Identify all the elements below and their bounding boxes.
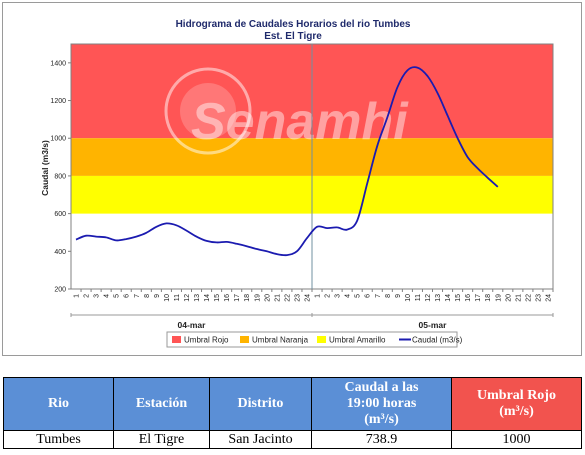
x-tick-label-11: 12 <box>184 294 191 302</box>
info-table: Rio Estación Distrito Caudal a las 19:00… <box>3 377 582 449</box>
watermark-logo: Senamhi <box>164 67 409 155</box>
x-tick-label-19: 20 <box>264 294 271 302</box>
header-caudal-line3: (m³/s) <box>364 412 399 427</box>
x-tick-label-45: 22 <box>525 294 532 302</box>
x-tick-label-28: 5 <box>355 294 362 298</box>
watermark-text: Senamhi <box>191 93 409 151</box>
legend-label-3: Caudal (m3/s) <box>412 336 463 345</box>
header-caudal-line1: Caudal a las <box>344 380 419 395</box>
cell-umbral: 1000 <box>451 430 582 449</box>
x-tick-label-44: 21 <box>515 294 522 302</box>
header-caudal-line2: 19:00 horas <box>346 396 417 411</box>
x-tick-label-32: 9 <box>395 294 402 298</box>
hydrograph-chart: Hidrograma de Caudales Horarios del rio … <box>40 19 554 348</box>
x-tick-label-14: 15 <box>214 294 221 302</box>
y-tick-label-0: 200 <box>54 287 66 294</box>
x-tick-label-41: 18 <box>485 294 492 302</box>
cell-caudal: 738.9 <box>311 430 452 449</box>
x-tick-label-23: 24 <box>304 294 311 302</box>
x-tick-label-34: 11 <box>415 294 422 301</box>
x-tick-label-26: 3 <box>335 294 342 298</box>
y-tick-label-1: 400 <box>54 249 66 256</box>
x-tick-label-30: 7 <box>375 294 382 298</box>
header-umbral-line2: (m³/s) <box>499 404 534 419</box>
x-tick-label-17: 18 <box>244 294 251 302</box>
x-tick-label-3: 4 <box>104 294 111 298</box>
x-tick-label-36: 13 <box>435 294 442 302</box>
day-label-1: 05-mar <box>419 320 448 330</box>
x-tick-label-38: 15 <box>455 294 462 302</box>
x-tick-label-10: 11 <box>174 294 181 301</box>
x-tick-label-1: 2 <box>84 294 91 298</box>
x-tick-label-37: 14 <box>445 294 452 302</box>
header-caudal: Caudal a las 19:00 horas (m³/s) <box>311 377 452 431</box>
cell-estacion: El Tigre <box>113 430 210 449</box>
y-tick-label-4: 1000 <box>50 136 66 143</box>
header-umbral-line1: Umbral Rojo <box>477 388 556 403</box>
table-row: Tumbes El Tigre San Jacinto 738.9 1000 <box>3 430 582 449</box>
x-tick-label-33: 10 <box>405 294 412 302</box>
x-tick-label-31: 8 <box>385 294 392 298</box>
x-tick-label-25: 2 <box>325 294 332 298</box>
chart-subtitle: Est. El Tigre <box>264 31 322 42</box>
x-tick-label-2: 3 <box>94 294 101 298</box>
chart-title: Hidrograma de Caudales Horarios del rio … <box>176 19 411 30</box>
table-header-row: Rio Estación Distrito Caudal a las 19:00… <box>3 377 582 431</box>
legend-swatch-1 <box>240 336 249 343</box>
legend-label-0: Umbral Rojo <box>184 336 229 345</box>
x-tick-label-16: 17 <box>234 294 241 302</box>
x-tick-label-15: 16 <box>224 294 231 302</box>
y-tick-label-5: 1200 <box>50 98 66 105</box>
x-tick-label-40: 17 <box>475 294 482 302</box>
legend-swatch-2 <box>317 336 326 343</box>
x-tick-label-20: 21 <box>274 294 281 302</box>
cell-rio: Tumbes <box>3 430 114 449</box>
header-estacion: Estación <box>113 377 210 431</box>
chart-panel: Hidrograma de Caudales Horarios del rio … <box>2 2 582 356</box>
x-tick-label-22: 23 <box>294 294 301 302</box>
legend-box <box>166 331 458 348</box>
header-rio: Rio <box>3 377 114 431</box>
legend-label-2: Umbral Amarillo <box>329 336 386 345</box>
x-tick-label-46: 23 <box>535 294 542 302</box>
legend-swatch-0 <box>172 336 181 343</box>
series-layer <box>75 66 499 257</box>
series-line-0 <box>75 66 499 257</box>
chart-legend: Umbral Rojo Umbral Naranja Umbral Amarillo… <box>166 331 463 348</box>
day-label-0: 04-mar <box>178 320 207 330</box>
x-tick-label-4: 5 <box>114 294 121 298</box>
x-tick-label-6: 7 <box>134 294 141 298</box>
x-tick-label-42: 19 <box>495 294 502 302</box>
x-tick-label-43: 20 <box>505 294 512 302</box>
x-tick-label-18: 19 <box>254 294 261 302</box>
x-tick-label-29: 6 <box>365 294 372 298</box>
x-tick-label-7: 8 <box>144 294 151 298</box>
x-tick-label-8: 9 <box>154 294 161 298</box>
x-tick-label-24: 1 <box>315 294 322 298</box>
y-tick-label-2: 600 <box>54 211 66 218</box>
header-umbral-rojo: Umbral Rojo (m³/s) <box>451 377 582 431</box>
x-tick-label-21: 22 <box>284 294 291 302</box>
x-tick-label-0: 1 <box>74 294 81 298</box>
x-tick-label-5: 6 <box>124 294 131 298</box>
x-tick-label-39: 16 <box>465 294 472 302</box>
cell-distrito: San Jacinto <box>209 430 312 449</box>
x-tick-label-13: 14 <box>204 294 211 302</box>
legend-label-1: Umbral Naranja <box>252 336 309 345</box>
x-tick-label-47: 24 <box>545 294 552 302</box>
x-tick-label-9: 10 <box>164 294 171 302</box>
x-tick-label-35: 12 <box>425 294 432 302</box>
y-axis-label: Caudal (m3/s) <box>40 140 50 196</box>
x-tick-label-27: 4 <box>345 294 352 298</box>
watermark-sun-core <box>180 83 236 139</box>
y-tick-label-6: 1400 <box>50 60 66 67</box>
header-distrito: Distrito <box>209 377 312 431</box>
y-tick-label-3: 800 <box>54 173 66 180</box>
x-tick-label-12: 13 <box>194 294 201 302</box>
watermark-sun-icon <box>164 67 252 155</box>
